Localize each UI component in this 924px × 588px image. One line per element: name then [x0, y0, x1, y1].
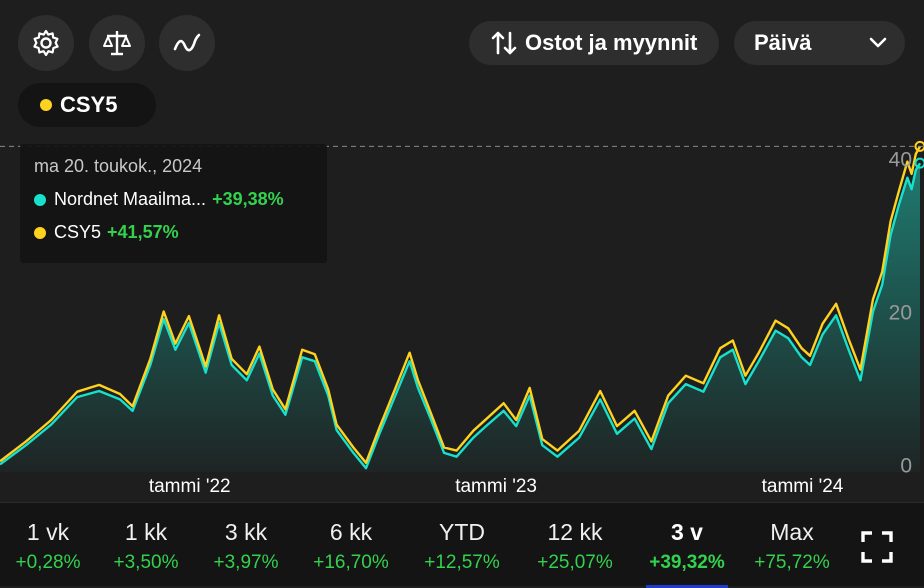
y-tick-label: 40	[889, 149, 912, 172]
period-selector-bar: 1 vk +0,28% 1 kk +3,50% 3 kk +3,97% 6 kk…	[0, 502, 924, 586]
tooltip-series-name: CSY5	[54, 222, 101, 243]
period-label: 1 vk	[3, 519, 93, 546]
period-change: +75,72%	[754, 552, 830, 574]
period-3y[interactable]: 3 v +39,32%	[642, 519, 732, 574]
tooltip-series-value: +39,38%	[212, 189, 284, 210]
tooltip-series-name: Nordnet Maailma...	[54, 189, 206, 210]
y-tick-label: 0	[900, 454, 912, 477]
tooltip-row: CSY5 +41,57%	[34, 222, 313, 243]
series-color-dot	[34, 227, 46, 239]
x-tick-label: tammi '24	[762, 476, 844, 497]
tooltip-series-value: +41,57%	[107, 222, 179, 243]
period-label: 12 kk	[530, 519, 620, 546]
chart-tooltip: ma 20. toukok., 2024 Nordnet Maailma... …	[20, 144, 327, 263]
x-tick-label: tammi '22	[149, 476, 231, 497]
period-change: +3,50%	[101, 552, 191, 574]
period-change: +25,07%	[530, 552, 620, 574]
period-12m[interactable]: 12 kk +25,07%	[530, 519, 620, 574]
period-1m[interactable]: 1 kk +3,50%	[101, 519, 191, 574]
period-6m[interactable]: 6 kk +16,70%	[306, 519, 396, 574]
period-label: 3 kk	[201, 519, 291, 546]
series-chip-dot	[40, 99, 52, 111]
period-label: 3 v	[642, 519, 732, 546]
period-change: +3,97%	[201, 552, 291, 574]
period-3m[interactable]: 3 kk +3,97%	[201, 519, 291, 574]
fullscreen-icon[interactable]	[860, 530, 894, 564]
period-max[interactable]: Max +75,72%	[754, 519, 830, 574]
period-change: +16,70%	[306, 552, 396, 574]
series-chip[interactable]: CSY5	[18, 83, 156, 127]
tooltip-row: Nordnet Maailma... +39,38%	[34, 189, 313, 210]
series-chip-label: CSY5	[60, 92, 117, 118]
period-label: YTD	[417, 519, 507, 546]
x-tick-label: tammi '23	[455, 476, 537, 497]
tooltip-date: ma 20. toukok., 2024	[34, 156, 313, 177]
period-change: +39,32%	[642, 552, 732, 574]
series-color-dot	[34, 194, 46, 206]
y-tick-label: 20	[889, 301, 912, 324]
period-label: 1 kk	[101, 519, 191, 546]
period-label: 6 kk	[306, 519, 396, 546]
period-change: +12,57%	[417, 552, 507, 574]
period-ytd[interactable]: YTD +12,57%	[417, 519, 507, 574]
period-change: +0,28%	[3, 552, 93, 574]
period-1w[interactable]: 1 vk +0,28%	[3, 519, 93, 574]
period-label: Max	[754, 519, 830, 546]
